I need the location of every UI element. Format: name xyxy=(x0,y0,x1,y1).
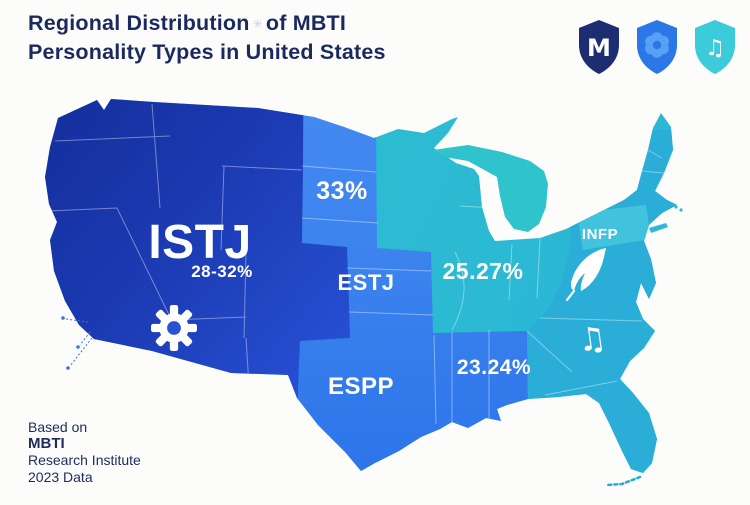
long-island xyxy=(649,223,668,233)
shield-music-icon: ♫ xyxy=(695,20,735,74)
florida-keys xyxy=(605,475,642,487)
badge-row: M ♫ xyxy=(576,18,738,76)
region-michigan xyxy=(433,145,548,232)
sparkle-icon: ✳ xyxy=(252,17,263,31)
label-espp: ESPP xyxy=(328,373,394,400)
music-note-icon: ♫ xyxy=(575,318,609,360)
label-midwest-pct: 25.27% xyxy=(442,258,523,284)
shield-flower-icon xyxy=(637,20,677,74)
region-infp-patch xyxy=(577,205,651,250)
gear-icon xyxy=(150,305,198,351)
page-title: Regional Distribution ✳ of MBTI Personalit… xyxy=(28,11,386,64)
label-south-pct: 23.24% xyxy=(457,356,531,379)
island-dot xyxy=(674,205,678,209)
label-istj: ISTJ xyxy=(148,216,251,269)
source-line: Research Institute xyxy=(28,452,141,468)
label-estj: ESTJ xyxy=(337,270,394,295)
state-borders xyxy=(47,103,665,428)
region-east-coast xyxy=(527,130,677,473)
source-line: 2023 Data xyxy=(28,468,93,485)
shield-monogram-icon: M xyxy=(579,20,619,74)
feather-icon xyxy=(565,248,606,302)
svg-text:♫: ♫ xyxy=(705,36,725,61)
label-plains-pct: 33% xyxy=(316,177,368,205)
source-line: Based on xyxy=(28,419,88,435)
island-dot xyxy=(679,208,683,212)
svg-text:M: M xyxy=(587,34,611,62)
map-labels: ISTJ 28-32% 33% ESTJ ESPP 25.27% 23.24% … xyxy=(148,177,618,400)
channel-islands xyxy=(61,316,93,370)
source-line-bold: MBTI xyxy=(28,434,65,452)
source-note: Based on MBTI Research Institute 2023 Da… xyxy=(28,419,141,485)
label-infp: INFP xyxy=(582,226,618,243)
label-istj-range: 28-32% xyxy=(191,262,253,281)
